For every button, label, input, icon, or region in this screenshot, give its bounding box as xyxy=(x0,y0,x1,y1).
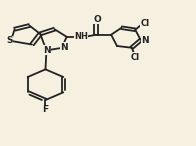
Text: N: N xyxy=(60,43,68,52)
Text: NH: NH xyxy=(74,32,88,41)
Text: F: F xyxy=(42,105,49,114)
Text: N: N xyxy=(141,35,149,45)
Text: O: O xyxy=(93,15,101,24)
Text: S: S xyxy=(6,36,13,45)
Text: Cl: Cl xyxy=(141,19,150,28)
Text: Cl: Cl xyxy=(131,53,140,62)
Text: N: N xyxy=(43,46,50,55)
